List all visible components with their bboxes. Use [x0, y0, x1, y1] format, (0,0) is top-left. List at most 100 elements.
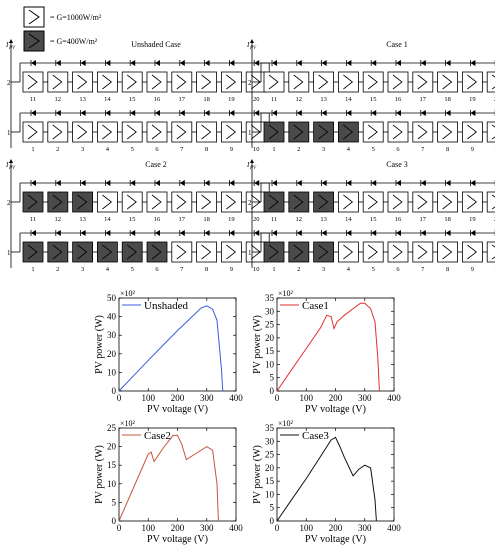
bypass-diode-icon: [346, 60, 352, 66]
string-label-1: 1: [7, 129, 11, 137]
pv-module-icon: [52, 194, 63, 210]
module-number: 5: [131, 266, 134, 273]
pv-module-icon: [77, 244, 88, 260]
pv-module-unshaded: [362, 71, 384, 93]
pv-module-unshaded: [97, 191, 118, 213]
pv-module-icon: [126, 74, 137, 90]
module-number: 12: [296, 96, 303, 103]
module-number: 11: [271, 216, 277, 223]
current-arrow-head: [250, 39, 254, 43]
bypass-diode-icon: [396, 60, 401, 66]
pv-module-icon: [417, 194, 428, 210]
module-number: 16: [154, 216, 161, 223]
module-number: 2: [56, 266, 59, 273]
module-number: 3: [81, 266, 84, 273]
pv-module-icon: [201, 124, 212, 140]
bypass-diode-icon: [396, 230, 401, 236]
pv-module-icon: [102, 124, 113, 140]
unshaded-swatch: [23, 6, 45, 28]
pv-module-shaded: [288, 191, 310, 213]
y-axis-label: PV power (W): [252, 315, 263, 374]
bypass-diode-icon: [130, 180, 136, 186]
x-tick-label: 0: [117, 523, 122, 533]
y-tick-label: 0: [112, 386, 117, 396]
x-axis-label: PV voltage (V): [305, 534, 366, 545]
x-tick-label: 0: [275, 393, 280, 403]
module-number: 3: [322, 146, 325, 153]
y-axis-label: PV power (W): [252, 445, 263, 504]
pv-module-icon: [318, 74, 329, 90]
pv-module-unshaded: [486, 241, 495, 263]
pv-module-shaded: [121, 241, 143, 263]
current-arrow-head: [9, 39, 13, 43]
string-label-0: 2: [7, 79, 11, 87]
x-tick-label: 300: [358, 523, 372, 533]
pv-module-unshaded: [146, 191, 168, 213]
pv-module-unshaded: [412, 121, 434, 143]
pv-module-icon: [367, 124, 378, 140]
module-number: 19: [469, 96, 476, 103]
bypass-diode-icon: [445, 180, 451, 186]
y-tick-label: 20: [265, 463, 275, 473]
module-number: 17: [179, 216, 186, 223]
bypass-diode-icon: [80, 180, 86, 186]
bypass-diode-icon: [130, 110, 136, 116]
pv-module-icon: [392, 244, 403, 260]
module-number: 7: [180, 146, 184, 153]
string-label-1: 1: [248, 249, 252, 257]
module-number: 9: [230, 146, 233, 153]
current-label-subscript: PV: [8, 46, 16, 51]
pv-module-icon: [442, 244, 453, 260]
pv-module-icon: [102, 194, 113, 210]
pv-module-shaded: [146, 241, 168, 263]
module-number: 4: [106, 266, 110, 273]
array-title: Unshaded Case: [131, 40, 181, 49]
module-number: 20: [494, 96, 495, 103]
pv-module-unshaded: [461, 121, 483, 143]
pv-module-icon: [417, 74, 428, 90]
pv-module-unshaded: [97, 121, 118, 143]
module-number: 7: [421, 146, 425, 153]
pv-module-icon: [226, 124, 237, 140]
module-number: 15: [129, 96, 136, 103]
pv-module-unshaded: [196, 121, 218, 143]
pv-module-icon: [442, 124, 453, 140]
pv-module-unshaded: [171, 241, 193, 263]
pv-module-unshaded: [263, 71, 285, 93]
pv-module-icon: [392, 74, 403, 90]
module-number: 10: [494, 146, 495, 153]
pv-module-icon: [52, 244, 63, 260]
bypass-diode-icon: [229, 110, 235, 116]
y-tick-label: 5: [270, 373, 275, 383]
y-tick-label: 20: [265, 333, 275, 343]
pv-module-icon: [151, 74, 162, 90]
module-number: 2: [297, 146, 300, 153]
current-label: I: [246, 41, 250, 49]
module-number: 14: [345, 96, 352, 103]
pv-module-unshaded: [387, 71, 409, 93]
bypass-diode-icon: [105, 180, 111, 186]
pv-module-unshaded: [196, 241, 218, 263]
module-number: 20: [253, 216, 260, 223]
module-number: 12: [296, 216, 303, 223]
bypass-diode-icon: [179, 60, 185, 66]
pv-module-icon: [176, 124, 187, 140]
array-panel-case-3: Case 3IPV2111213141516171819201123456789…: [246, 159, 495, 273]
pv-module-unshaded: [146, 121, 168, 143]
pv-curve-line: [118, 305, 224, 392]
bypass-diode-icon: [445, 60, 451, 66]
module-number: 19: [469, 216, 476, 223]
module-number: 16: [395, 96, 402, 103]
pv-module-shaded: [97, 241, 118, 263]
pv-module-icon: [226, 74, 237, 90]
pv-module-icon: [293, 244, 304, 260]
bypass-diode-icon: [346, 180, 352, 186]
pv-module-icon: [318, 244, 329, 260]
pv-module-icon: [27, 194, 38, 210]
legend-shaded-label: = G=400W/m²: [50, 37, 98, 46]
module-number: 4: [106, 146, 110, 153]
module-number: 20: [494, 216, 495, 223]
